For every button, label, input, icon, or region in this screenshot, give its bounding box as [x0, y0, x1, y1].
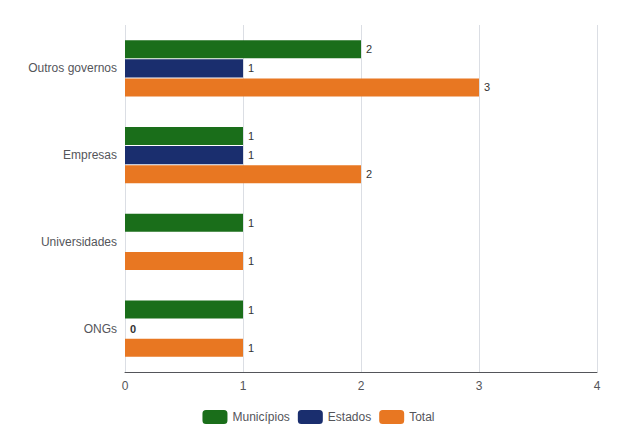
svg-text:1: 1 [248, 149, 254, 161]
svg-text:2: 2 [366, 168, 372, 180]
svg-text:2: 2 [358, 379, 365, 393]
svg-text:0: 0 [122, 379, 129, 393]
svg-text:1: 1 [248, 217, 254, 229]
svg-text:Universidades: Universidades [41, 235, 117, 249]
svg-text:Total: Total [409, 410, 434, 424]
svg-text:3: 3 [484, 81, 490, 93]
svg-text:Municípios: Municípios [232, 410, 289, 424]
svg-text:Empresas: Empresas [63, 148, 117, 162]
svg-text:0: 0 [130, 323, 136, 335]
svg-text:4: 4 [594, 379, 601, 393]
svg-text:1: 1 [248, 62, 254, 74]
svg-text:1: 1 [248, 255, 254, 267]
svg-text:1: 1 [248, 342, 254, 354]
svg-text:1: 1 [248, 304, 254, 316]
svg-text:ONGs: ONGs [84, 322, 117, 336]
svg-text:1: 1 [248, 130, 254, 142]
svg-text:Outros governos: Outros governos [28, 61, 117, 75]
svg-text:3: 3 [476, 379, 483, 393]
svg-text:Estados: Estados [328, 410, 371, 424]
svg-text:1: 1 [240, 379, 247, 393]
svg-text:2: 2 [366, 43, 372, 55]
